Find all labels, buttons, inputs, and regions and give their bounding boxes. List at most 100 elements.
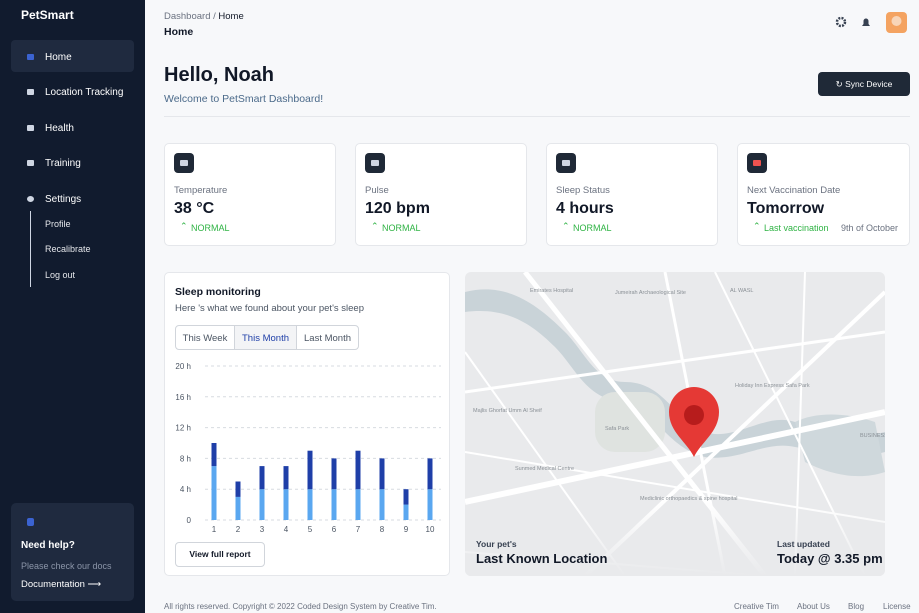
- bar-segment: [427, 489, 433, 520]
- help-box: Need help? Please check our docs Documen…: [11, 503, 134, 601]
- header-icons: [835, 12, 907, 33]
- greeting: Hello, Noah: [164, 64, 275, 86]
- y-tick-label: 20 h: [175, 362, 191, 371]
- bar-segment: [283, 489, 289, 520]
- help-text: Please check our docs: [21, 561, 112, 571]
- card-label: Sleep Status: [556, 185, 610, 196]
- card-icon: [174, 153, 194, 173]
- footer-link[interactable]: Blog: [848, 602, 865, 611]
- nav-item[interactable]: Training: [45, 158, 81, 169]
- card-label: Temperature: [174, 185, 228, 196]
- stat-card: Temperature 38 °C ⌃ NORMAL: [164, 143, 336, 246]
- brand[interactable]: PetSmart: [21, 8, 74, 22]
- report-button[interactable]: View full report: [175, 542, 265, 567]
- sidebar: PetSmart Home Location Tracking Health T…: [0, 0, 145, 613]
- bar-segment: [235, 481, 241, 497]
- card-status: NORMAL: [191, 223, 230, 233]
- card-value: 120 bpm: [365, 200, 430, 217]
- icon: [27, 89, 34, 95]
- icon: [27, 196, 34, 202]
- crumb[interactable]: Dashboard /: [164, 11, 216, 22]
- card-label: Pulse: [365, 185, 389, 196]
- sync-button[interactable]: ↻ Sync Device: [818, 72, 910, 96]
- tab[interactable]: This Week: [175, 325, 235, 350]
- button-text[interactable]: Sync Device: [845, 79, 893, 89]
- map-label: Holiday Inn Express Safa Park: [735, 383, 810, 389]
- map-label: BUSINESS BAY: [860, 433, 885, 439]
- x-tick-label: 9: [404, 525, 409, 534]
- card-icon: [556, 153, 576, 173]
- arrow-icon: ⌃: [753, 221, 761, 231]
- help-title: Need help?: [21, 540, 75, 551]
- bar-segment: [211, 466, 217, 520]
- x-tick-label: 5: [308, 525, 313, 534]
- x-tick-label: 4: [284, 525, 289, 534]
- stat-card: Sleep Status 4 hours ⌃ NORMAL: [546, 143, 718, 246]
- link-text[interactable]: Documentation: [21, 579, 85, 590]
- help-link[interactable]: Documentation ⟶: [21, 579, 101, 590]
- tab-active[interactable]: This Month: [234, 325, 297, 350]
- caption: Your pet's: [476, 539, 517, 549]
- bar-segment: [379, 458, 385, 490]
- copyright: All rights reserved. Copyright © 2022 Co…: [164, 602, 437, 611]
- caption: Last updated: [777, 539, 830, 549]
- page-title: Home: [164, 26, 194, 38]
- footer-link[interactable]: About Us: [797, 602, 830, 611]
- sleep-chart: 0 4 h 8 h 12 h 16 h 20 h 1 2 3 4 5 6 7 8 9 10: [175, 362, 441, 534]
- footer-link[interactable]: License: [883, 602, 911, 611]
- icon-glyph: [371, 160, 379, 166]
- arrow-icon: ⟶: [84, 579, 102, 590]
- card-value: 4 hours: [556, 200, 614, 217]
- card-label: Next Vaccination Date: [747, 185, 841, 196]
- bar-segment: [403, 504, 409, 520]
- panel-subtitle: Here 's what we found about your pet's s…: [175, 303, 364, 314]
- arrow-icon: ⌃: [562, 221, 570, 231]
- bar-segment: [331, 458, 337, 490]
- icon: [27, 160, 34, 166]
- bar-segment: [259, 466, 265, 490]
- bar-segment: [307, 450, 313, 490]
- x-tick-label: 6: [332, 525, 337, 534]
- icon: [27, 54, 34, 60]
- stat-card: Pulse 120 bpm ⌃ NORMAL: [355, 143, 527, 246]
- card-status: Last vaccination: [764, 223, 829, 233]
- arrow-icon: ⌃: [180, 221, 188, 231]
- bar-segment: [259, 489, 265, 520]
- bar-segment: [355, 489, 361, 520]
- sub-item[interactable]: Profile: [45, 219, 71, 229]
- icon-glyph: [562, 160, 570, 166]
- sub-item[interactable]: Log out: [45, 270, 76, 280]
- y-tick-label: 8 h: [180, 454, 191, 463]
- x-tick-label: 7: [356, 525, 361, 534]
- card-icon: [747, 153, 767, 173]
- card-status: NORMAL: [573, 223, 612, 233]
- caption-fade: [465, 502, 885, 576]
- park: [595, 392, 665, 452]
- map-label: Emirates Hospital: [530, 288, 573, 294]
- icon-glyph: [180, 160, 188, 166]
- nav-item[interactable]: Settings: [45, 194, 82, 205]
- map-label: Safa Park: [605, 426, 629, 432]
- bar-segment: [379, 489, 385, 520]
- gear-icon[interactable]: [835, 16, 847, 28]
- bar-segment: [427, 458, 433, 490]
- nav-item[interactable]: Health: [45, 123, 74, 134]
- icon: [27, 125, 34, 131]
- crumb: Home: [218, 11, 244, 22]
- nav-item[interactable]: Location Tracking: [45, 87, 124, 98]
- bar-segment: [235, 496, 241, 520]
- sync-icon: ↻: [835, 79, 846, 89]
- y-tick-label: 16 h: [175, 393, 191, 402]
- map-label: Majlis Ghorfat Umm Al Sheif: [473, 408, 542, 414]
- y-tick-label: 4 h: [180, 485, 191, 494]
- updated-title: Today @ 3.35 pm: [777, 551, 883, 566]
- nav-item[interactable]: Home: [45, 52, 72, 63]
- sub-item[interactable]: Recalibrate: [45, 244, 91, 254]
- bar-segment: [283, 466, 289, 490]
- bell-icon[interactable]: [862, 18, 870, 27]
- tab[interactable]: Last Month: [296, 325, 359, 350]
- x-tick-label: 1: [212, 525, 217, 534]
- icon-glyph: [753, 160, 761, 166]
- footer-link[interactable]: Creative Tim: [734, 602, 779, 611]
- arrow-icon: ⌃: [371, 221, 379, 231]
